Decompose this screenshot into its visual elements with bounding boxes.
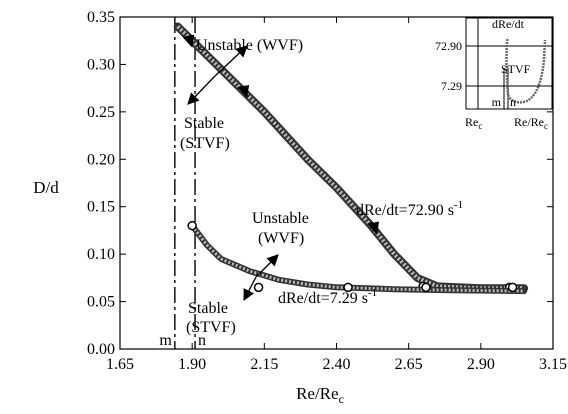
filled-marker bbox=[367, 221, 380, 235]
inset: dRe/dt 72.90 7.29 STVF m n Rec Re/Rec bbox=[435, 17, 553, 131]
upper-arrow-up bbox=[214, 45, 248, 77]
inset-ytick-729: 7.29 bbox=[441, 79, 462, 93]
vline-label-m: m bbox=[159, 332, 172, 349]
x-tick-label: 2.40 bbox=[323, 356, 351, 373]
x-tick-label: 2.65 bbox=[395, 356, 423, 373]
lower-arrow-down bbox=[243, 276, 257, 302]
y-tick-label: 0.30 bbox=[87, 56, 115, 73]
open-marker bbox=[421, 282, 431, 293]
lower-arrow-up bbox=[255, 254, 279, 278]
x-tick-label: 1.90 bbox=[178, 356, 206, 373]
inset-ytick-72: 72.90 bbox=[435, 39, 462, 53]
series-line bbox=[176, 25, 525, 291]
open-marker bbox=[343, 282, 353, 293]
series-72-label: dRe/dt=72.90 s-1 bbox=[356, 199, 463, 219]
upper-stable-label-2: (STVF) bbox=[180, 135, 230, 152]
lower-unstable-label-2: (WVF) bbox=[258, 230, 304, 247]
y-axis-ticks: 0.00 0.05 0.10 0.15 0.20 0.25 0.30 0.35 bbox=[87, 9, 553, 358]
x-tick-label: 1.65 bbox=[106, 356, 134, 373]
open-marker bbox=[187, 220, 197, 231]
vline-label-n: n bbox=[198, 332, 206, 349]
y-tick-label: 0.05 bbox=[87, 294, 115, 311]
inset-ylabel: dRe/dt bbox=[492, 17, 525, 31]
y-tick-label: 0.00 bbox=[87, 341, 115, 358]
series-line bbox=[191, 224, 525, 293]
upper-stable-label-1: Stable bbox=[184, 115, 224, 132]
x-axis-ticks: 1.65 1.90 2.15 2.40 2.65 2.90 3.15 bbox=[106, 17, 567, 373]
inset-m-label: m bbox=[492, 95, 502, 109]
y-tick-label: 0.15 bbox=[87, 199, 115, 216]
upper-unstable-label: Unstable (WVF) bbox=[196, 37, 303, 54]
inset-n-label: n bbox=[510, 95, 516, 109]
annotations: Unstable (WVF) Stable (STVF) Unstable (W… bbox=[180, 37, 463, 336]
series-729-label: dRe/dt=7.29 s-1 bbox=[278, 287, 377, 307]
open-marker bbox=[507, 282, 518, 293]
inset-xlabel-right: Re/Rec bbox=[514, 115, 548, 131]
x-tick-label: 2.15 bbox=[250, 356, 278, 373]
open-marker bbox=[253, 282, 264, 293]
y-tick-label: 0.35 bbox=[87, 9, 115, 26]
y-tick-label: 0.10 bbox=[87, 246, 115, 263]
inset-stvf-label: STVF bbox=[501, 62, 531, 76]
series-layer bbox=[173, 22, 529, 295]
inset-xlabel-left: Rec bbox=[465, 115, 482, 131]
lower-stable-label-2: (STVF) bbox=[186, 319, 236, 336]
x-axis-label-sub: c bbox=[339, 392, 344, 406]
inset-stvf-curve bbox=[505, 37, 547, 104]
x-axis-label-main: Re/Re bbox=[296, 384, 339, 403]
x-tick-label: 3.15 bbox=[539, 356, 567, 373]
filled-marker bbox=[237, 84, 250, 98]
lower-unstable-label-1: Unstable bbox=[252, 210, 309, 227]
x-tick-label: 2.90 bbox=[467, 356, 495, 373]
x-axis-label: Re/Rec bbox=[296, 384, 344, 406]
y-tick-label: 0.20 bbox=[87, 151, 115, 168]
series-line-outline bbox=[189, 222, 528, 295]
lower-stable-label-1: Stable bbox=[188, 300, 228, 317]
y-axis-label: D/d bbox=[33, 178, 59, 197]
y-tick-label: 0.25 bbox=[87, 104, 115, 121]
filled-marker bbox=[182, 34, 195, 48]
upper-arrow-down bbox=[187, 75, 216, 105]
